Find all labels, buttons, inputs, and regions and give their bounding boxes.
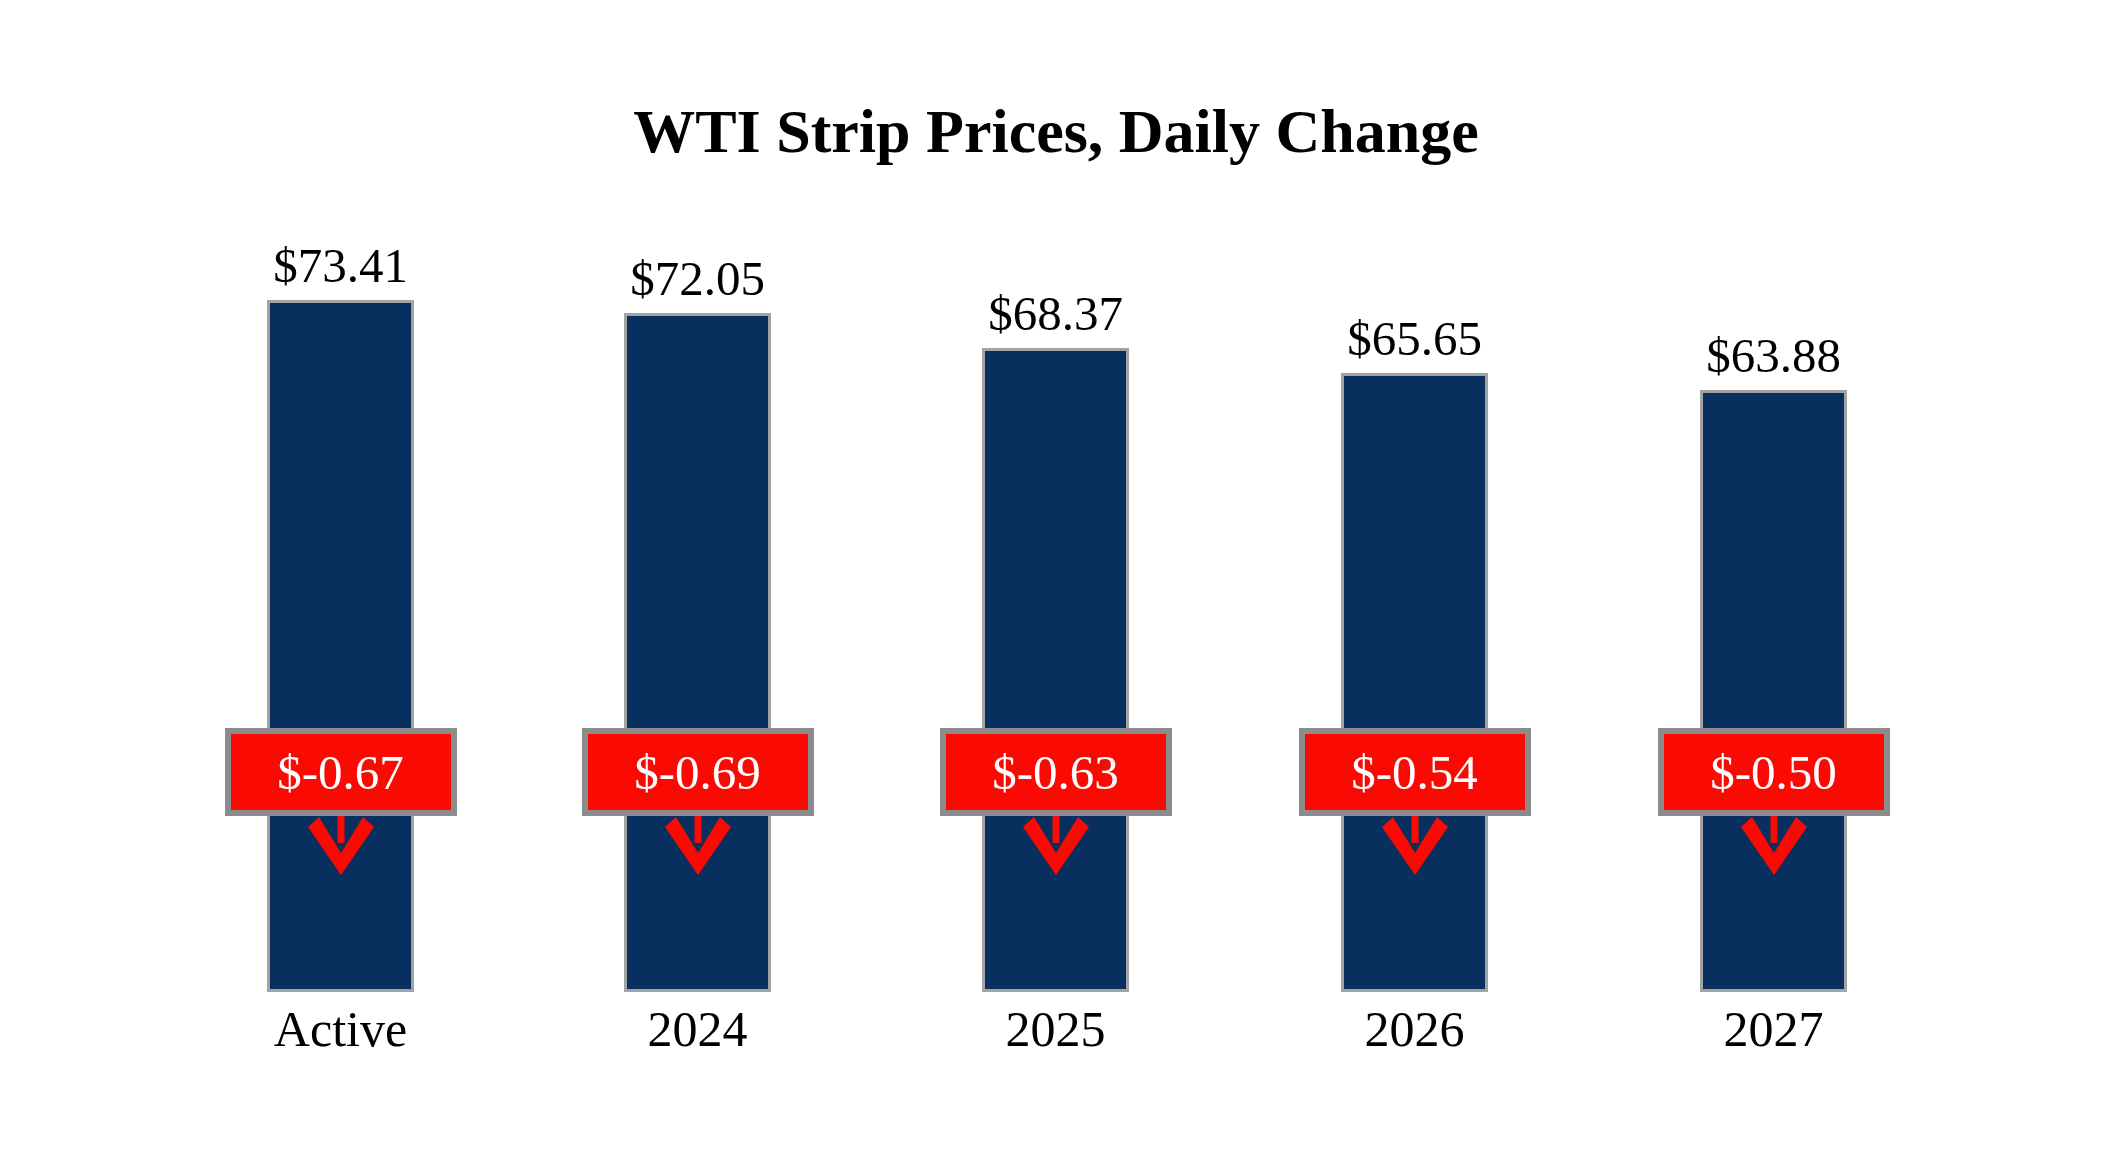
down-arrow-icon (1382, 816, 1448, 876)
daily-change-badge: $-0.63 (940, 728, 1172, 816)
daily-change-label: $-0.54 (1351, 744, 1478, 801)
category-label: 2026 (1365, 1004, 1465, 1054)
price-bar (982, 348, 1129, 992)
daily-change-label: $-0.69 (634, 744, 761, 801)
down-arrow-icon (1741, 816, 1807, 876)
price-label: $68.37 (988, 289, 1123, 338)
price-label: $72.05 (630, 254, 765, 303)
daily-change-badge: $-0.54 (1299, 728, 1531, 816)
bar-group: $68.37 $-0.63 2025 (982, 348, 1129, 992)
category-label: Active (274, 1004, 407, 1054)
price-bar (624, 313, 771, 992)
down-arrow-icon (665, 816, 731, 876)
price-label: $65.65 (1347, 314, 1482, 363)
bar-group: $63.88 $-0.50 2027 (1700, 390, 1847, 992)
bar-group: $65.65 $-0.54 2026 (1341, 373, 1488, 992)
daily-change-label: $-0.50 (1710, 744, 1837, 801)
bar-group: $72.05 $-0.69 2024 (624, 313, 771, 992)
chart-canvas: WTI Strip Prices, Daily Change $73.41 $-… (0, 0, 2112, 1152)
daily-change-label: $-0.67 (277, 744, 404, 801)
daily-change-label: $-0.63 (992, 744, 1119, 801)
price-bar (267, 300, 414, 992)
category-label: 2024 (648, 1004, 748, 1054)
chart-title: WTI Strip Prices, Daily Change (0, 96, 2112, 167)
daily-change-badge: $-0.69 (582, 728, 814, 816)
price-label: $63.88 (1706, 331, 1841, 380)
down-arrow-icon (308, 816, 374, 876)
price-label: $73.41 (273, 241, 408, 290)
down-arrow-icon (1023, 816, 1089, 876)
bar-group: $73.41 $-0.67 Active (267, 300, 414, 992)
price-bar (1341, 373, 1488, 992)
category-label: 2025 (1006, 1004, 1106, 1054)
category-label: 2027 (1724, 1004, 1824, 1054)
price-bar (1700, 390, 1847, 992)
daily-change-badge: $-0.50 (1658, 728, 1890, 816)
daily-change-badge: $-0.67 (225, 728, 457, 816)
